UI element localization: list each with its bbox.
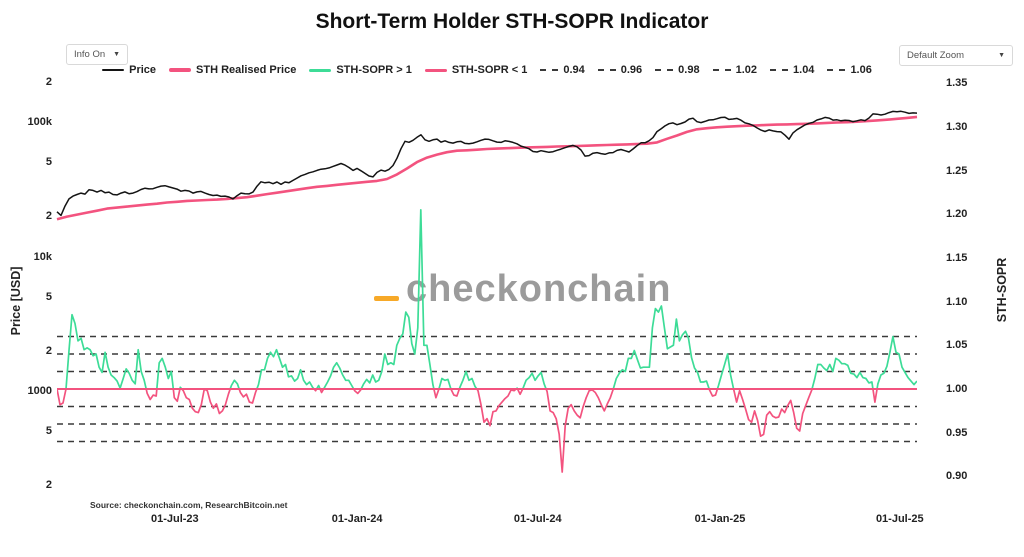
legend-item-1-02[interactable]: 1.02 [712,64,758,76]
price-tick-label: 1000 [27,385,52,397]
watermark: checkonchain [374,270,671,308]
watermark-dash-icon [374,296,399,301]
legend-dash-swatch-icon [770,69,789,71]
sopr-tick-label: 0.90 [946,470,968,483]
sopr-line-below-1 [57,389,878,473]
chevron-down-icon: ▼ [113,51,120,58]
legend-item-0-96[interactable]: 0.96 [597,64,643,76]
legend-line-swatch-icon [169,68,192,72]
legend-item-price[interactable]: Price [102,64,156,76]
legend-item-sth-realised-price[interactable]: STH Realised Price [169,64,296,76]
x-tick-label: 01-Jul-23 [150,513,199,525]
sopr-tick-label: 1.00 [946,383,968,395]
sopr-line-above-1 [57,208,917,389]
zoom-dropdown-label: Default Zoom [907,50,965,61]
legend-label: 0.94 [563,64,585,76]
legend-line-swatch-icon [309,68,332,72]
legend-item-0-98[interactable]: 0.98 [655,64,700,76]
legend-dash-swatch-icon [655,69,674,71]
sopr-tick-label: 1.05 [946,339,968,352]
zoom-dropdown[interactable]: Default Zoom ▼ [899,45,1013,66]
legend-item-0-94[interactable]: 0.94 [540,64,585,76]
sopr-tick-label: 1.30 [946,120,968,133]
sopr-tick-label: 1.15 [946,251,968,264]
legend-item-sth-sopr-1[interactable]: STH-SOPR < 1 [424,64,528,76]
price-tick-label: 100k [27,116,52,128]
price-tick-label: 2 [45,210,52,222]
legend-item-1-06[interactable]: 1.06 [827,64,872,76]
price-tick-label: 2 [45,344,52,357]
legend-line-swatch-icon [424,68,447,72]
sopr-tick-label: 1.35 [946,77,968,90]
legend-dash-swatch-icon [712,69,731,71]
sth-realised-price-line [56,115,918,221]
legend-dash-swatch-icon [540,69,559,71]
price-tick-label: 2 [45,75,52,88]
sopr-tick-label: 1.20 [946,208,968,221]
legend-dash-swatch-icon [827,69,846,71]
info-dropdown-label: Info On [74,49,106,60]
legend-dash-swatch-icon [597,69,616,71]
legend-label: STH Realised Price [196,64,297,76]
legend-label: 1.02 [735,64,758,76]
price-tick-label: 10k [33,250,52,263]
price-tick-label: 5 [45,425,52,438]
sopr-axis-title: STH-SOPR [995,257,1009,323]
legend-item-sth-sopr-1[interactable]: STH-SOPR > 1 [309,64,412,76]
legend: Price STH Realised Price STH-SOPR > 1 STH-S… [57,64,917,76]
x-tick-label: 01-Jan-25 [694,513,746,525]
x-tick-label: 01-Jan-24 [331,513,383,525]
sopr-tick-label: 1.25 [946,164,968,177]
legend-label: 1.04 [793,64,815,76]
source-note: Source: checkonchain.com, ResearchBitcoi… [90,500,288,510]
price-tick-label: 5 [45,290,52,303]
legend-item-1-04[interactable]: 1.04 [770,64,814,76]
legend-label: 0.98 [678,64,700,76]
legend-label: Price [129,64,157,76]
sopr-tick-label: 1.10 [946,295,968,308]
legend-line-swatch-icon [102,69,125,71]
legend-label: 1.06 [850,64,872,76]
legend-label: STH-SOPR > 1 [336,64,412,76]
price-tick-label: 5 [45,156,52,169]
watermark-text: checkonchain [406,268,672,310]
legend-label: 0.96 [620,64,643,76]
legend-label: STH-SOPR < 1 [451,64,528,76]
page-title: Short-Term Holder STH-SOPR Indicator [315,10,709,33]
x-tick-label: 01-Jul-25 [875,513,924,525]
chevron-down-icon: ▼ [998,52,1005,59]
sopr-tick-label: 0.95 [946,426,968,439]
price-tick-label: 2 [45,479,52,491]
info-dropdown[interactable]: Info On ▼ [66,44,128,65]
x-tick-label: 01-Jul-24 [513,513,562,525]
price-line [56,110,918,217]
